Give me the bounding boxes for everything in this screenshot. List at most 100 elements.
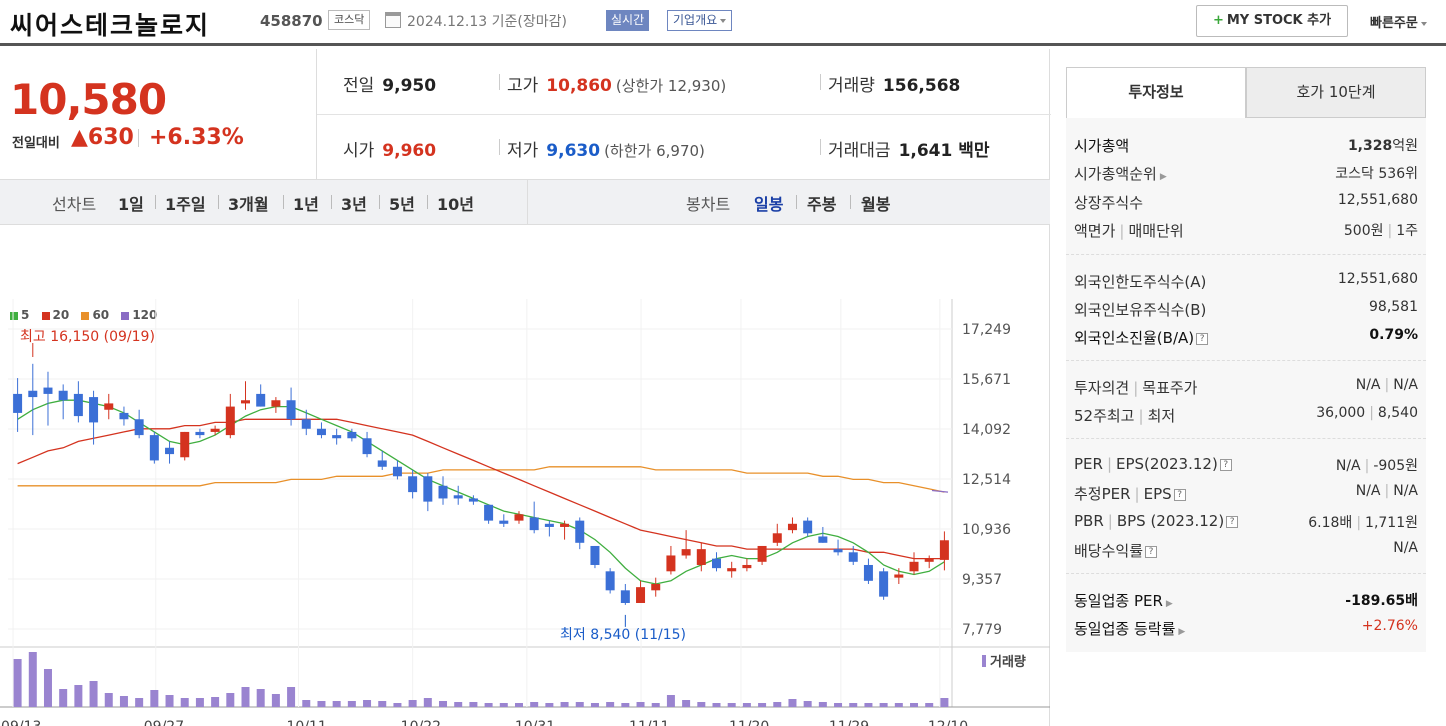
quick-order-button[interactable]: 빠른주문 bbox=[1370, 12, 1427, 31]
y-tick-label: 14,092 bbox=[962, 422, 1011, 438]
period-bar: 선차트 1일 1주일 3개월 1년 3년 5년 10년 봉차트 일봉 주봉 월봉 bbox=[0, 179, 1050, 225]
candle-body bbox=[742, 564, 752, 569]
volume-label: 거래량 bbox=[990, 655, 1026, 670]
volume-bar bbox=[575, 702, 584, 707]
volume-bar bbox=[43, 669, 52, 707]
volume-bar bbox=[894, 703, 903, 707]
period-1d[interactable]: 1일 bbox=[118, 195, 144, 214]
main-panel: 10,580 전일대비 ▲630 +6.33% 전일 9,950 고가 10,860… bbox=[0, 49, 1051, 726]
candle-body bbox=[620, 590, 630, 603]
tab-invest-info[interactable]: 투자정보 bbox=[1066, 67, 1246, 118]
candle-body bbox=[438, 485, 448, 499]
help-icon[interactable]: ? bbox=[1173, 488, 1186, 501]
company-overview-button[interactable]: 기업개요 bbox=[667, 10, 733, 31]
candle-body bbox=[651, 583, 661, 591]
candle-monthly[interactable]: 월봉 bbox=[861, 195, 891, 214]
volume-bar bbox=[13, 659, 22, 707]
ma60-line bbox=[17, 466, 945, 493]
x-tick-label: 11/29 bbox=[829, 719, 869, 726]
chevron-down-icon bbox=[720, 18, 727, 23]
volume-bar bbox=[590, 703, 599, 707]
candle-chart-label: 봉차트 bbox=[686, 195, 731, 214]
volume-bar bbox=[150, 690, 159, 707]
candle-body bbox=[89, 397, 99, 423]
tab-order-book[interactable]: 호가 10단계 bbox=[1246, 67, 1426, 118]
volume-bar bbox=[514, 703, 523, 707]
divider bbox=[1066, 438, 1426, 439]
y-tick-label: 12,514 bbox=[962, 472, 1011, 488]
volume-bar bbox=[621, 703, 630, 707]
candle-body bbox=[119, 412, 129, 420]
add-mystock-button[interactable]: + MY STOCK 추가 bbox=[1196, 5, 1348, 37]
candle-body bbox=[605, 571, 615, 591]
x-tick-label: 09/27 bbox=[144, 719, 184, 726]
add-mystock-label: MY STOCK 추가 bbox=[1226, 13, 1332, 28]
volume-bar bbox=[423, 698, 432, 707]
volume-bar bbox=[727, 703, 736, 707]
divider bbox=[499, 74, 500, 90]
chevron-right-icon: ▶ bbox=[1178, 627, 1186, 637]
legend-swatch bbox=[81, 311, 90, 320]
period-3y[interactable]: 3년 bbox=[341, 195, 367, 214]
candle-body bbox=[681, 549, 691, 556]
candle-body bbox=[332, 435, 342, 439]
candle-body bbox=[13, 393, 23, 413]
period-1y[interactable]: 1년 bbox=[293, 195, 319, 214]
volume-bar bbox=[119, 696, 128, 707]
volume-bar bbox=[849, 703, 858, 707]
cap-rank-link[interactable]: 시가총액순위 ▶ bbox=[1074, 165, 1167, 183]
volume-bar bbox=[256, 689, 265, 707]
ma-legend: 5 20 60 120 bbox=[10, 308, 165, 322]
low-annotation: 최저 8,540 (11/15) bbox=[560, 627, 686, 643]
volume-bar bbox=[165, 695, 174, 707]
divider bbox=[499, 139, 500, 155]
y-tick-label: 17,249 bbox=[962, 322, 1011, 338]
candle-body bbox=[666, 555, 676, 572]
help-icon[interactable]: ? bbox=[1226, 515, 1239, 528]
sector-per-link[interactable]: 동일업종 PER ▶ bbox=[1074, 592, 1173, 610]
calendar-icon bbox=[385, 12, 401, 28]
candle-body bbox=[73, 393, 83, 417]
divider bbox=[138, 129, 139, 147]
volume-bar bbox=[818, 702, 827, 707]
help-icon[interactable]: ? bbox=[1196, 332, 1209, 345]
ma120-line bbox=[931, 489, 949, 493]
candle-body bbox=[712, 558, 721, 569]
volume-bar bbox=[758, 703, 767, 707]
period-3m[interactable]: 3개월 bbox=[228, 195, 269, 214]
candle-body bbox=[149, 435, 159, 461]
volume-bar bbox=[636, 702, 645, 707]
volume-bar bbox=[940, 698, 949, 707]
candle-daily[interactable]: 일봉 bbox=[754, 195, 784, 214]
divider bbox=[1066, 360, 1426, 361]
sector-rate-link[interactable]: 동일업종 등락률 ▶ bbox=[1074, 620, 1186, 638]
volume-bar bbox=[241, 687, 250, 707]
candle-body bbox=[210, 428, 220, 432]
candle-body bbox=[43, 387, 53, 394]
chart-canvas[interactable]: 17,249 15,671 14,092 12,514 10,936 9,357 7,779… bbox=[0, 259, 1050, 726]
x-tick-label: 10/11 bbox=[286, 719, 326, 726]
candle-body bbox=[514, 514, 524, 521]
ma20-line bbox=[17, 418, 945, 560]
candle-body bbox=[909, 561, 919, 572]
help-icon[interactable]: ? bbox=[1145, 545, 1158, 558]
volume-bar bbox=[697, 702, 706, 707]
period-1w[interactable]: 1주일 bbox=[165, 195, 206, 214]
volume-legend-swatch bbox=[982, 655, 986, 667]
legend-item-ma20: 20 bbox=[41, 308, 69, 322]
legend-item-ma120: 120 bbox=[121, 308, 157, 322]
help-icon[interactable]: ? bbox=[1219, 458, 1232, 471]
realtime-button[interactable]: 실시간 bbox=[606, 10, 650, 31]
volume-bar bbox=[864, 703, 873, 707]
period-10y[interactable]: 10년 bbox=[437, 195, 474, 214]
volume-bar bbox=[317, 701, 326, 707]
candle-weekly[interactable]: 주봉 bbox=[807, 195, 837, 214]
company-overview-label: 기업개요 bbox=[673, 13, 718, 27]
volume-bar bbox=[773, 702, 782, 707]
candle-body bbox=[256, 393, 266, 407]
divider bbox=[218, 195, 219, 209]
candle-body bbox=[180, 431, 190, 458]
period-5y[interactable]: 5년 bbox=[389, 195, 415, 214]
legend-swatch bbox=[41, 311, 50, 320]
divider bbox=[820, 139, 821, 155]
